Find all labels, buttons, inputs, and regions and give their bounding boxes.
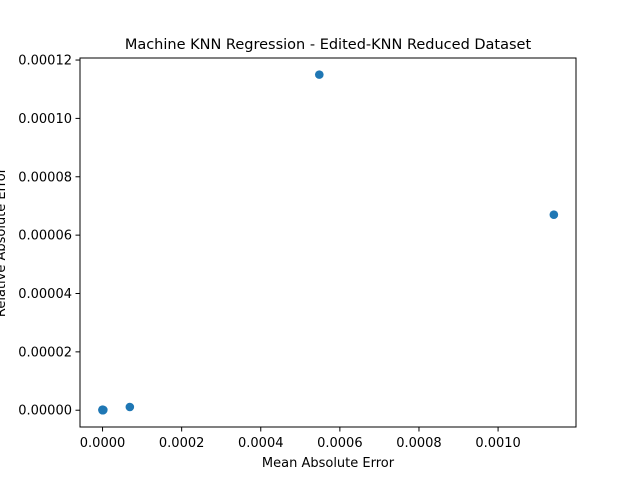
y-tick-label: 0.00002 [18, 345, 72, 360]
x-axis: 0.0000 0.0002 0.0004 0.0006 0.0008 0.0010 [80, 427, 521, 451]
x-tick-label: 0.0002 [159, 436, 205, 451]
data-point-4 [98, 405, 107, 414]
data-point-6 [314, 70, 324, 79]
data-point-7 [549, 210, 559, 220]
y-axis: 0.00000 0.00002 0.00004 0.00006 0.00008 0.000… [18, 54, 80, 419]
x-tick-label: 0.0008 [396, 436, 442, 451]
plot-area [98, 70, 559, 415]
x-tick-label: 0.0006 [317, 436, 363, 451]
y-tick-label: 0.00004 [18, 287, 72, 302]
x-axis-label: Mean Absolute Error [262, 456, 395, 471]
y-tick-label: 0.00006 [18, 229, 72, 244]
y-tick-label: 0.00012 [18, 54, 72, 69]
y-tick-label: 0.00010 [18, 112, 72, 127]
x-tick-label: 0.0000 [80, 436, 126, 451]
y-tick-label: 0.00000 [18, 404, 72, 419]
y-tick-label: 0.00008 [18, 170, 72, 185]
chart-title: Machine KNN Regression - Edited-KNN Redu… [125, 37, 532, 53]
y-axis-label: Relative Absolute Error [0, 167, 9, 317]
data-point-5 [125, 402, 135, 412]
x-tick-label: 0.0004 [238, 436, 284, 451]
x-tick-label: 0.0010 [475, 436, 521, 451]
axes-frame [79, 57, 577, 428]
